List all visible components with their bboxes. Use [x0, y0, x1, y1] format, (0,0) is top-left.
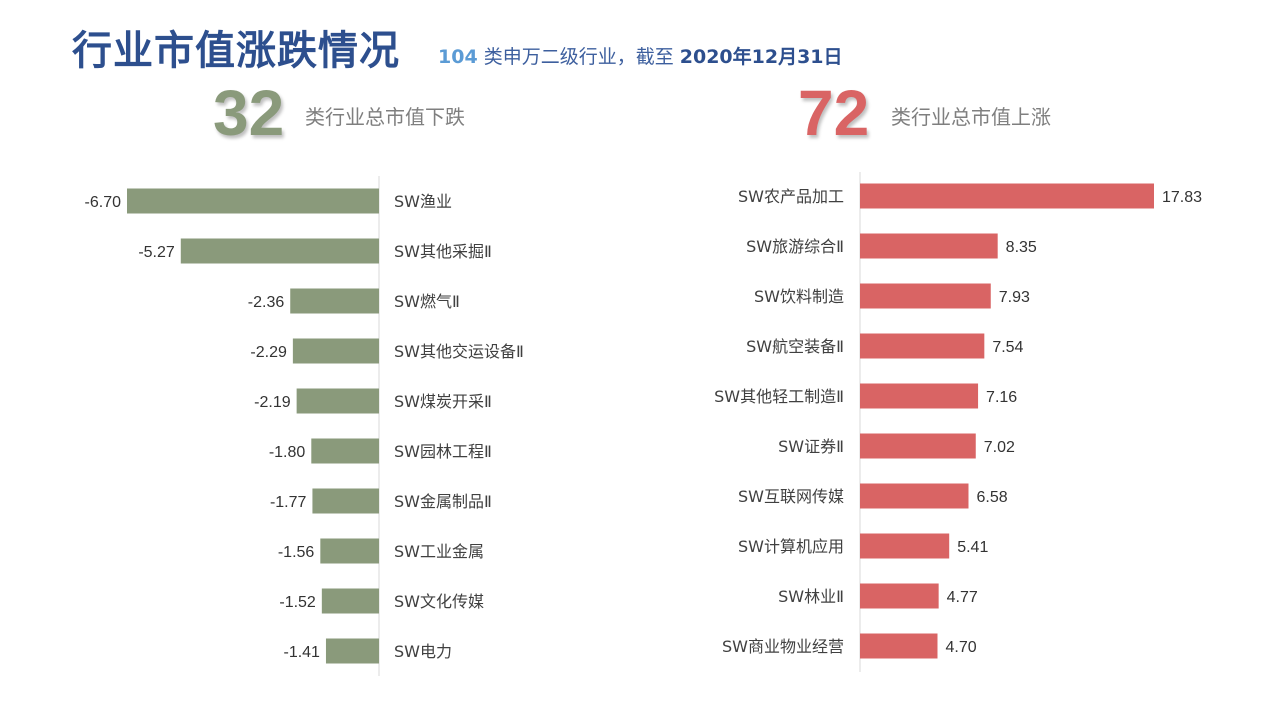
left-bar: [292, 338, 379, 364]
right-value-label: 4.70: [945, 639, 976, 656]
left-category-label: SW渔业: [394, 192, 452, 211]
left-bar: [320, 538, 379, 564]
right-category-label: SW计算机应用: [738, 537, 844, 556]
right-bar: [860, 533, 950, 559]
left-bar: [321, 588, 379, 614]
right-value-label: 6.58: [976, 489, 1007, 506]
right-value-label: 8.35: [1006, 239, 1037, 256]
right-bar: [860, 383, 979, 409]
up-count: 72: [798, 77, 870, 149]
left-category-label: SW金属制品Ⅱ: [394, 492, 492, 511]
right-value-label: 4.77: [947, 589, 978, 606]
left-bar: [180, 238, 379, 264]
right-bar: [860, 433, 976, 459]
left-value-label: -1.52: [279, 594, 316, 611]
right-bar: [860, 583, 939, 609]
left-bar: [296, 388, 379, 414]
left-category-label: SW其他采掘Ⅱ: [394, 242, 492, 261]
left-category-label: SW煤炭开采Ⅱ: [394, 392, 492, 411]
right-value-label: 17.83: [1162, 189, 1202, 206]
right-category-label: SW农产品加工: [738, 187, 844, 206]
left-value-label: -2.36: [248, 294, 285, 311]
left-value-label: -2.19: [254, 394, 291, 411]
right-bar: [860, 283, 991, 309]
right-bar: [860, 633, 938, 659]
right-bar: [860, 183, 1154, 209]
left-category-label: SW园林工程Ⅱ: [394, 442, 492, 461]
subtitle-count: 104: [438, 46, 478, 68]
page-title: 行业市值涨跌情况: [72, 28, 400, 74]
left-value-label: -1.56: [278, 544, 315, 561]
subtitle-text: 类申万二级行业，截至: [477, 46, 680, 68]
right-category-label: SW商业物业经营: [722, 637, 844, 656]
right-value-label: 7.54: [992, 339, 1023, 356]
page-subtitle: 104 类申万二级行业，截至 2020年12月31日: [438, 42, 843, 69]
left-value-label: -1.80: [269, 444, 306, 461]
left-bar: [311, 438, 379, 464]
subtitle-date: 2020年12月31日: [679, 46, 843, 68]
right-category-label: SW互联网传媒: [738, 487, 844, 506]
down-count-label: 类行业总市值下跌: [305, 105, 465, 129]
left-category-label: SW电力: [394, 642, 452, 661]
left-bar: [127, 188, 379, 214]
left-value-label: -5.27: [138, 244, 175, 261]
right-value-label: 7.16: [986, 389, 1017, 406]
right-category-label: SW旅游综合Ⅱ: [746, 237, 844, 256]
right-category-label: SW其他轻工制造Ⅱ: [714, 387, 844, 406]
left-value-label: -2.29: [250, 344, 287, 361]
right-category-label: SW林业Ⅱ: [778, 587, 844, 606]
up-count-label: 类行业总市值上涨: [891, 105, 1051, 129]
left-value-label: -1.41: [283, 644, 320, 661]
right-category-label: SW饮料制造: [754, 287, 844, 306]
left-category-label: SW燃气Ⅱ: [394, 292, 460, 311]
left-value-label: -1.77: [270, 494, 307, 511]
right-value-label: 7.93: [999, 289, 1030, 306]
right-bar: [860, 333, 985, 359]
left-category-label: SW工业金属: [394, 542, 484, 561]
right-value-label: 7.02: [984, 439, 1015, 456]
left-category-label: SW文化传媒: [394, 592, 484, 611]
left-bar: [290, 288, 379, 314]
down-count: 32: [213, 77, 285, 149]
right-bar: [860, 233, 998, 259]
right-value-label: 5.41: [957, 539, 988, 556]
left-category-label: SW其他交运设备Ⅱ: [394, 342, 524, 361]
right-category-label: SW航空装备Ⅱ: [746, 337, 844, 356]
left-bar: [312, 488, 379, 514]
left-bar: [325, 638, 379, 664]
right-category-label: SW证券Ⅱ: [778, 437, 844, 456]
right-bar: [860, 483, 969, 509]
left-value-label: -6.70: [85, 194, 122, 211]
